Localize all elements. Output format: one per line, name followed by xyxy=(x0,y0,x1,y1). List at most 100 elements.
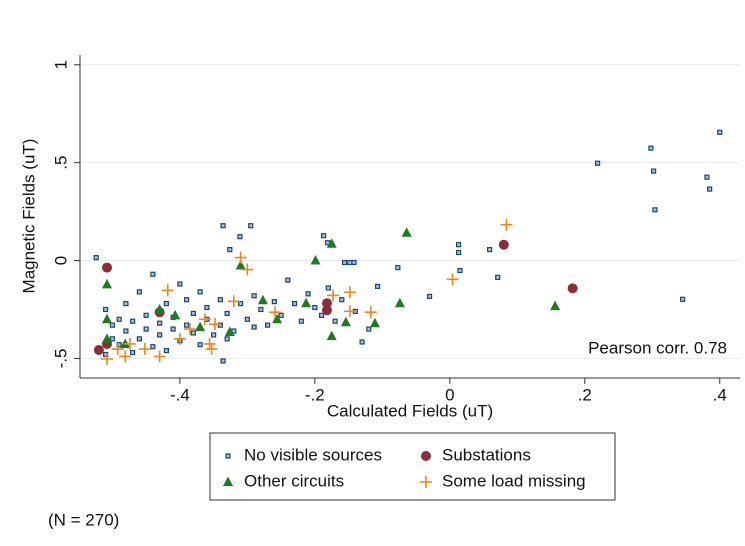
note: (N = 270) xyxy=(48,510,119,529)
legend-marker xyxy=(421,451,431,461)
point xyxy=(318,312,325,318)
y-tick-label: 0 xyxy=(51,256,70,265)
legend-box xyxy=(209,432,616,501)
point xyxy=(109,336,115,342)
point xyxy=(161,284,174,297)
point xyxy=(244,316,250,322)
point xyxy=(269,306,282,319)
point xyxy=(332,318,338,324)
point xyxy=(495,274,501,280)
point xyxy=(359,339,365,345)
point xyxy=(220,223,226,229)
point xyxy=(271,299,277,305)
point xyxy=(235,259,246,270)
point xyxy=(93,345,104,356)
point xyxy=(327,289,340,302)
point xyxy=(595,160,601,166)
point xyxy=(312,304,318,311)
point xyxy=(170,309,181,320)
point xyxy=(217,297,223,303)
point xyxy=(150,271,156,277)
point xyxy=(93,255,99,261)
legend-label: No visible sources xyxy=(244,445,382,464)
point xyxy=(251,324,257,330)
point xyxy=(177,281,183,287)
point xyxy=(150,344,156,350)
y-axis-label: Magnetic Fields (uT) xyxy=(19,139,38,294)
point xyxy=(205,343,218,356)
point xyxy=(163,301,169,307)
y-tick-label: .5 xyxy=(51,156,70,170)
point xyxy=(123,337,136,350)
point xyxy=(211,332,217,338)
point xyxy=(109,322,115,328)
point xyxy=(325,285,331,291)
point xyxy=(500,218,513,231)
point xyxy=(395,264,401,271)
point xyxy=(258,306,264,313)
point xyxy=(119,350,132,363)
point xyxy=(652,207,658,213)
point xyxy=(224,336,230,342)
point xyxy=(224,310,230,316)
point xyxy=(248,223,254,229)
point xyxy=(227,246,233,253)
point xyxy=(130,318,136,324)
point xyxy=(364,306,377,319)
point xyxy=(343,286,356,299)
point xyxy=(220,358,226,364)
x-tick-label: .2 xyxy=(578,385,592,404)
point xyxy=(184,323,196,336)
point xyxy=(184,322,190,328)
point xyxy=(100,353,113,366)
point xyxy=(278,312,284,318)
point xyxy=(170,326,176,332)
point xyxy=(101,262,112,273)
point xyxy=(339,297,345,303)
point xyxy=(272,313,283,324)
point xyxy=(123,328,129,334)
point xyxy=(347,259,353,266)
point xyxy=(204,304,210,311)
point xyxy=(343,305,356,318)
point xyxy=(227,295,240,308)
point xyxy=(567,283,578,294)
point xyxy=(401,227,412,237)
point xyxy=(138,343,151,356)
point xyxy=(487,246,493,253)
point xyxy=(101,278,112,289)
point xyxy=(326,330,337,341)
point xyxy=(455,249,462,256)
point xyxy=(203,337,216,350)
point xyxy=(130,349,136,356)
point xyxy=(351,259,357,266)
x-tick-label: -.2 xyxy=(305,385,325,404)
point xyxy=(321,233,327,239)
point xyxy=(550,300,561,311)
point xyxy=(136,289,142,295)
point xyxy=(241,263,254,276)
point xyxy=(341,259,348,266)
point xyxy=(173,332,186,345)
point xyxy=(717,129,723,135)
point xyxy=(136,336,142,342)
y-tick-label: 1 xyxy=(51,60,70,69)
point xyxy=(298,318,304,324)
legend-label: Other circuits xyxy=(244,471,344,490)
point xyxy=(224,326,235,336)
point xyxy=(154,303,165,314)
point xyxy=(251,293,257,299)
legend-label: Substations xyxy=(442,445,531,464)
point xyxy=(301,297,312,308)
x-axis-label: Calculated Fields (uT) xyxy=(327,401,493,420)
legend-label: Some load missing xyxy=(442,471,586,490)
point xyxy=(197,289,203,295)
point xyxy=(116,316,122,322)
point xyxy=(163,347,169,354)
point xyxy=(257,294,268,305)
point xyxy=(238,301,244,307)
point xyxy=(680,296,686,302)
point xyxy=(455,242,462,248)
point xyxy=(394,297,405,308)
